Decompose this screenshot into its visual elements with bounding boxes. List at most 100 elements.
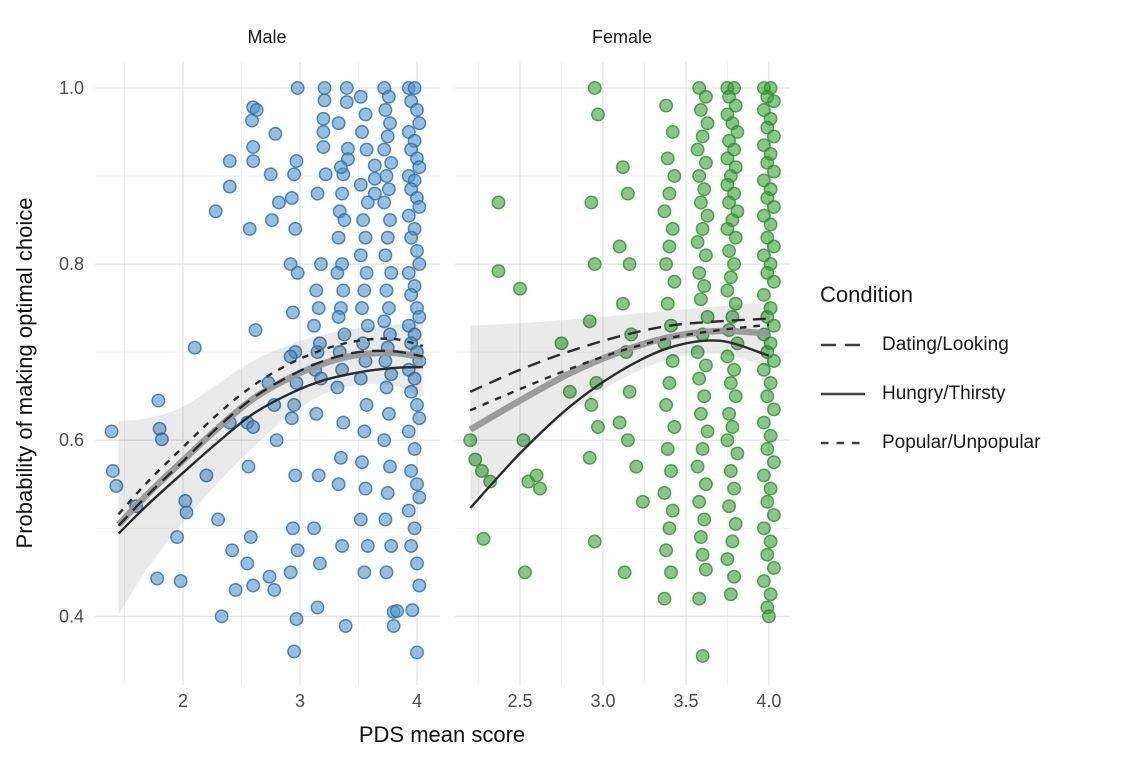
data-point — [763, 534, 778, 549]
data-point — [692, 265, 707, 280]
data-point — [284, 411, 299, 426]
data-point — [664, 464, 678, 478]
data-point — [412, 309, 427, 324]
legend-entry-label: Hungry/Thirsty — [882, 383, 1006, 404]
data-point — [331, 477, 346, 492]
data-point — [290, 543, 305, 558]
data-point — [620, 433, 635, 448]
data-point — [763, 481, 778, 496]
data-point — [357, 424, 372, 439]
data-point — [692, 591, 707, 606]
data-point — [242, 221, 257, 236]
data-point — [359, 265, 374, 280]
data-point — [228, 582, 243, 597]
data-point — [468, 452, 483, 467]
data-point — [377, 195, 392, 210]
data-point — [151, 393, 166, 408]
data-point — [591, 107, 605, 122]
data-point — [335, 538, 350, 553]
data-point — [760, 547, 775, 562]
data-point — [582, 314, 597, 329]
data-point — [723, 587, 738, 602]
data-point — [407, 81, 422, 95]
data-point — [288, 221, 303, 236]
data-point — [491, 195, 506, 210]
data-point — [657, 591, 672, 606]
data-point — [199, 468, 214, 483]
data-point — [695, 442, 710, 456]
data-point — [662, 376, 677, 390]
data-point — [766, 318, 781, 333]
data-point — [285, 305, 300, 320]
data-point — [367, 186, 382, 201]
data-point — [330, 380, 345, 395]
data-point — [700, 208, 715, 223]
data-point — [330, 265, 345, 280]
data-point — [378, 248, 393, 263]
data-point — [665, 503, 680, 518]
data-point — [727, 257, 742, 272]
data-point — [697, 279, 712, 294]
data-point — [582, 450, 597, 465]
data-point — [379, 169, 394, 183]
data-point — [245, 113, 259, 128]
data-point — [412, 490, 427, 505]
data-point — [410, 103, 424, 117]
data-point — [211, 512, 226, 527]
data-point — [380, 230, 395, 245]
data-point — [756, 521, 771, 536]
data-point — [248, 323, 263, 338]
data-point — [693, 103, 708, 117]
y-axis-title: Probability of making optimal choice — [12, 197, 37, 549]
data-point — [240, 556, 255, 571]
data-point — [170, 530, 185, 545]
data-point — [620, 186, 635, 201]
data-point — [214, 609, 229, 624]
data-point — [379, 565, 394, 580]
popular-smooth-line — [469, 323, 770, 412]
data-point — [410, 398, 424, 412]
data-point — [383, 116, 397, 131]
data-point — [587, 81, 602, 95]
data-point — [698, 477, 713, 492]
data-point — [695, 221, 710, 236]
data-point — [333, 160, 348, 175]
data-point — [615, 160, 630, 175]
data-point — [208, 204, 223, 219]
data-point — [695, 547, 710, 562]
data-point — [722, 243, 737, 258]
data-point — [290, 81, 305, 95]
data-point — [690, 142, 705, 157]
facet-label-male: Male — [247, 27, 287, 47]
data-point — [720, 221, 735, 236]
data-point — [720, 552, 735, 567]
data-point — [404, 287, 419, 302]
dating-smooth-line — [469, 317, 769, 393]
data-point — [377, 433, 392, 448]
data-point — [187, 340, 202, 355]
data-point — [659, 257, 674, 272]
data-point — [337, 327, 352, 342]
data-point — [657, 204, 672, 219]
data-point — [766, 455, 781, 470]
data-point — [357, 565, 372, 580]
hungry-smooth-line — [469, 339, 770, 509]
dating-smooth-line — [117, 349, 424, 527]
data-point — [584, 195, 599, 210]
data-point — [410, 556, 424, 571]
data-point — [612, 415, 627, 430]
solid-line-key-icon — [821, 392, 865, 396]
data-point — [262, 569, 277, 584]
data-point — [246, 578, 261, 593]
data-point — [289, 612, 304, 626]
data-point — [312, 556, 327, 571]
popular-smooth-line — [117, 337, 424, 515]
panel-female: 2.5 3.0 3.5 4.0 — [455, 62, 790, 711]
legend-entry-popular: Popular/Unpopular — [820, 432, 1120, 454]
data-point — [463, 433, 478, 448]
data-point — [307, 521, 321, 536]
data-point — [401, 503, 416, 518]
data-point — [336, 283, 351, 298]
data-point — [379, 380, 394, 395]
data-point — [384, 155, 399, 170]
